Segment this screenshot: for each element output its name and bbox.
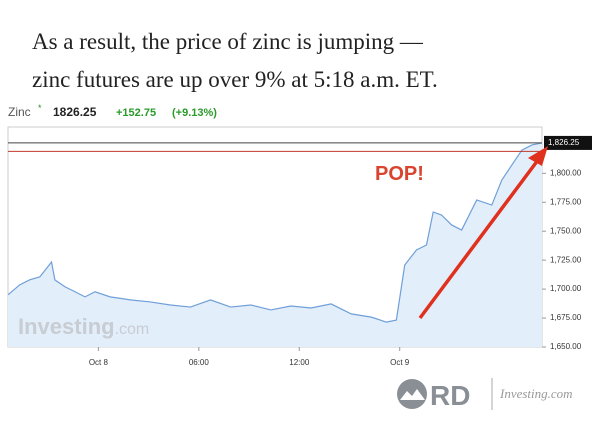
arrow	[418, 158, 540, 320]
x-tick-label: 12:00	[289, 358, 310, 367]
logo-icon	[397, 379, 427, 409]
y-tick-label: 1,650.00	[550, 342, 582, 351]
line	[7, 142, 543, 323]
logo-mountain	[400, 389, 425, 400]
watermark: Investing.com	[18, 314, 149, 339]
chart-header: Zinc * 1826.25 +152.75 (+9.13%)	[8, 103, 217, 119]
price: 1826.25	[53, 105, 97, 119]
caption-line: As a result, the price of zinc is jumpin…	[32, 29, 424, 54]
x-tick-label: 06:00	[189, 358, 210, 367]
footer-logo: RD	[430, 380, 470, 411]
instrument-name: Zinc	[8, 105, 31, 119]
y-tick-label: 1,775.00	[550, 197, 582, 206]
last-value-label: 1,826.25	[548, 138, 580, 147]
area	[8, 142, 542, 347]
y-tick-label: 1,750.00	[550, 226, 582, 235]
annotation: POP!	[375, 163, 424, 185]
x-tick-label: Oct 8	[89, 358, 109, 367]
footer-source: Investing.com	[499, 386, 573, 401]
last-value-badge	[544, 135, 592, 150]
change-pct: (+9.13%)	[172, 107, 217, 119]
arrow-head	[528, 146, 548, 166]
watermark-suffix: .com	[115, 321, 150, 338]
plot: 1,650.00 1,675.00 1,700.00 1,725.00 1,750.00…	[7, 126, 592, 367]
watermark-brand: Investing	[18, 314, 115, 339]
change: +152.75	[116, 107, 156, 119]
x-tick-label: Oct 9	[390, 358, 410, 367]
y-tick-label: 1,675.00	[550, 313, 582, 322]
y-tick-label: 1,725.00	[550, 255, 582, 264]
status-dot: *	[38, 103, 42, 113]
y-tick-label: 1,700.00	[550, 284, 582, 293]
y-tick-label: 1,800.00	[550, 168, 582, 177]
caption-line: zinc futures are up over 9% at 5:18 a.m.…	[32, 67, 438, 92]
footer: RD Investing.com	[397, 378, 573, 411]
